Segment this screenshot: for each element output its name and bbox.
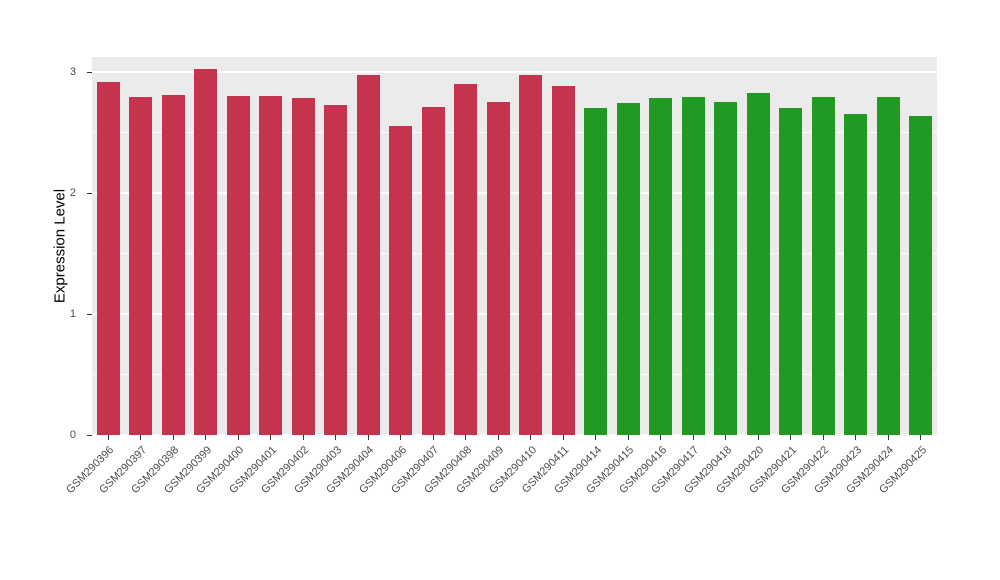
y-axis-tick bbox=[87, 71, 92, 73]
minor-gridline bbox=[92, 252, 937, 254]
major-gridline bbox=[92, 191, 937, 194]
x-axis-tick bbox=[855, 435, 857, 440]
x-axis-tick bbox=[367, 435, 369, 440]
minor-gridline bbox=[92, 131, 937, 133]
bar-GSM290398 bbox=[161, 94, 185, 435]
bar-GSM290416 bbox=[649, 98, 673, 435]
x-axis-tick bbox=[172, 435, 174, 440]
bar-GSM290418 bbox=[714, 101, 738, 435]
bar-GSM290420 bbox=[746, 93, 770, 435]
bar-GSM290408 bbox=[454, 83, 478, 435]
bar-GSM290400 bbox=[226, 95, 250, 435]
bar-GSM290401 bbox=[259, 95, 283, 435]
y-axis-tick bbox=[87, 313, 92, 315]
bar-GSM290414 bbox=[584, 107, 608, 435]
bar-GSM290407 bbox=[421, 106, 445, 435]
bar-GSM290410 bbox=[519, 75, 543, 435]
bar-GSM290397 bbox=[129, 96, 153, 435]
y-tick-label: 0 bbox=[69, 429, 76, 441]
y-axis-tick bbox=[87, 192, 92, 194]
bar-GSM290399 bbox=[194, 69, 218, 435]
x-axis-tick bbox=[465, 435, 467, 440]
x-axis-tick bbox=[237, 435, 239, 440]
bar-GSM290409 bbox=[486, 101, 510, 435]
x-axis-tick bbox=[400, 435, 402, 440]
bar-GSM290406 bbox=[389, 126, 413, 435]
x-axis-tick bbox=[205, 435, 207, 440]
y-tick-label: 3 bbox=[69, 65, 76, 78]
x-axis-tick bbox=[757, 435, 759, 440]
x-axis-tick bbox=[627, 435, 629, 440]
chart-panel bbox=[92, 57, 937, 435]
x-axis-tick bbox=[432, 435, 434, 440]
major-gridline bbox=[92, 434, 937, 435]
x-axis-tick bbox=[302, 435, 304, 440]
bar-GSM290417 bbox=[681, 96, 705, 435]
x-axis-tick bbox=[692, 435, 694, 440]
bar-GSM290425 bbox=[909, 116, 933, 435]
x-axis-tick bbox=[660, 435, 662, 440]
y-tick-label: 1 bbox=[69, 307, 76, 320]
y-axis-tick-labels: 0 1 2 3 bbox=[44, 57, 84, 441]
bar-GSM290422 bbox=[811, 96, 835, 435]
x-axis-tick bbox=[107, 435, 109, 440]
y-axis-tick bbox=[87, 435, 92, 436]
x-axis-tick bbox=[335, 435, 337, 440]
x-axis-tick bbox=[562, 435, 564, 440]
x-axis-tick bbox=[595, 435, 597, 440]
y-tick-label: 2 bbox=[69, 186, 76, 199]
bar-GSM290421 bbox=[779, 107, 803, 435]
major-gridline bbox=[92, 312, 937, 315]
x-axis-tick bbox=[530, 435, 532, 440]
x-axis-tick bbox=[822, 435, 824, 440]
x-axis-tick bbox=[140, 435, 142, 440]
bar-GSM290403 bbox=[324, 105, 348, 435]
bar-GSM290415 bbox=[616, 103, 640, 435]
x-axis-tick bbox=[725, 435, 727, 440]
bar-GSM290396 bbox=[96, 82, 120, 435]
x-axis-tick bbox=[497, 435, 499, 440]
bar-GSM290402 bbox=[291, 98, 315, 435]
minor-gridline bbox=[92, 373, 937, 375]
x-axis-tick bbox=[887, 435, 889, 440]
bar-GSM290424 bbox=[876, 96, 900, 435]
x-axis-tick bbox=[920, 435, 922, 440]
bar-GSM290404 bbox=[356, 75, 380, 435]
major-gridline bbox=[92, 70, 937, 73]
x-axis-tick bbox=[270, 435, 272, 440]
bar-GSM290423 bbox=[844, 113, 868, 435]
bar-GSM290411 bbox=[551, 86, 575, 435]
x-axis-tick bbox=[790, 435, 792, 440]
